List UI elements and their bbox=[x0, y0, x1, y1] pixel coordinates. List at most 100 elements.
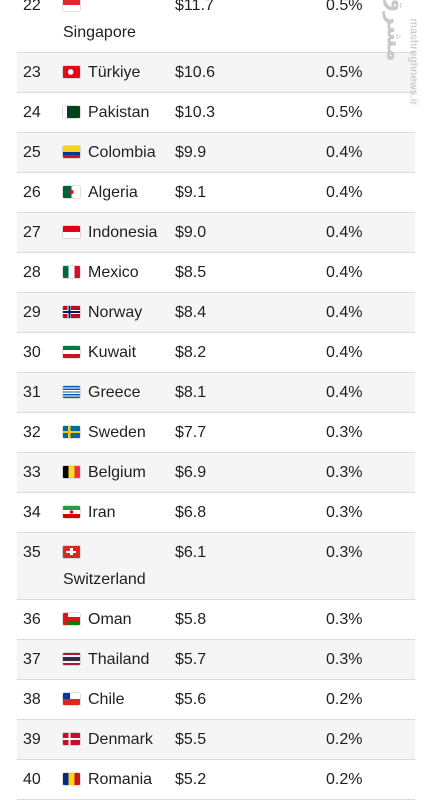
flag-om-icon bbox=[63, 613, 80, 625]
table-row: 33 Belgium $6.9 0.3% bbox=[17, 453, 415, 493]
value-cell: $10.6 bbox=[175, 64, 216, 81]
value-cell: $8.4 bbox=[175, 304, 207, 321]
table-row: 37 Thailand $5.7 0.3% bbox=[17, 640, 415, 680]
country-cell: Mexico bbox=[63, 263, 139, 283]
country-name: Belgium bbox=[88, 464, 146, 481]
rank-cell: 27 bbox=[23, 224, 41, 241]
country-cell: Denmark bbox=[63, 730, 153, 750]
country-cell: Oman bbox=[63, 610, 132, 630]
rank-cell: 39 bbox=[23, 731, 41, 748]
table-row: 29 Norway $8.4 0.4% bbox=[17, 293, 415, 333]
country-name: Pakistan bbox=[88, 104, 150, 121]
table-row: 34 Iran $6.8 0.3% bbox=[17, 493, 415, 533]
share-cell: 0.4% bbox=[326, 144, 363, 161]
watermark: مشرق mashreghnews.ir bbox=[382, 0, 427, 128]
flag-ch-icon bbox=[63, 546, 80, 558]
rank-cell: 33 bbox=[23, 464, 41, 481]
table-row: 36 Oman $5.8 0.3% bbox=[17, 600, 415, 640]
share-cell: 0.5% bbox=[326, 0, 363, 14]
flag-id-icon bbox=[63, 226, 80, 238]
rank-cell: 25 bbox=[23, 144, 41, 161]
country-cell: Türkiye bbox=[63, 63, 140, 83]
rank-cell: 32 bbox=[23, 424, 41, 441]
country-cell: Norway bbox=[63, 303, 142, 323]
share-cell: 0.5% bbox=[326, 104, 363, 121]
share-cell: 0.4% bbox=[326, 384, 363, 401]
flag-pk-icon bbox=[63, 106, 80, 118]
flag-ir-icon bbox=[63, 506, 80, 518]
rank-cell: 37 bbox=[23, 651, 41, 668]
flag-co-icon bbox=[63, 146, 80, 158]
flag-th-icon bbox=[63, 653, 80, 665]
watermark-logo: مشرق bbox=[382, 0, 408, 62]
table-row: 28 Mexico $8.5 0.4% bbox=[17, 253, 415, 293]
flag-dz-icon bbox=[63, 186, 80, 198]
country-name: Türkiye bbox=[88, 64, 141, 81]
watermark-site: mashreghnews.ir bbox=[407, 18, 420, 106]
value-cell: $7.7 bbox=[175, 424, 207, 441]
value-cell: $6.8 bbox=[175, 504, 207, 521]
value-cell: $5.5 bbox=[175, 731, 207, 748]
flag-dk-icon bbox=[63, 733, 80, 745]
value-cell: $6.9 bbox=[175, 464, 207, 481]
table-row: 35 Switzerland $6.1 0.3% bbox=[17, 533, 415, 600]
flag-cl-icon bbox=[63, 693, 80, 705]
value-cell: $5.7 bbox=[175, 651, 207, 668]
share-cell: 0.3% bbox=[326, 424, 363, 441]
rank-cell: 34 bbox=[23, 504, 41, 521]
flag-no-icon bbox=[63, 306, 80, 318]
value-cell: $9.9 bbox=[175, 144, 207, 161]
share-cell: 0.4% bbox=[326, 344, 363, 361]
rank-cell: 36 bbox=[23, 611, 41, 628]
country-cell: Switzerland bbox=[63, 543, 146, 590]
rank-cell: 22 bbox=[23, 0, 41, 14]
table-row: 26 Algeria $9.1 0.4% bbox=[17, 173, 415, 213]
table-row: 22 Singapore $11.7 0.5% bbox=[17, 0, 415, 53]
country-cell: Chile bbox=[63, 690, 124, 710]
table-row: 27 Indonesia $9.0 0.4% bbox=[17, 213, 415, 253]
share-cell: 0.2% bbox=[326, 691, 363, 708]
value-cell: $5.2 bbox=[175, 771, 207, 788]
rank-cell: 35 bbox=[23, 544, 41, 561]
country-cell: Greece bbox=[63, 383, 140, 403]
table-row: 30 Kuwait $8.2 0.4% bbox=[17, 333, 415, 373]
country-cell: Iran bbox=[63, 503, 116, 523]
country-name: Sweden bbox=[88, 424, 146, 441]
value-cell: $6.1 bbox=[175, 544, 207, 561]
country-name: Chile bbox=[88, 691, 125, 708]
table-row: 24 Pakistan $10.3 0.5% bbox=[17, 93, 415, 133]
flag-tr-icon bbox=[63, 66, 80, 78]
country-name: Colombia bbox=[88, 144, 156, 161]
country-cell: Pakistan bbox=[63, 103, 149, 123]
rank-cell: 40 bbox=[23, 771, 41, 788]
rank-cell: 31 bbox=[23, 384, 41, 401]
flag-ro-icon bbox=[63, 773, 80, 785]
value-cell: $5.8 bbox=[175, 611, 207, 628]
table-row: 23 Türkiye $10.6 0.5% bbox=[17, 53, 415, 93]
country-cell: Singapore bbox=[63, 0, 136, 43]
table-row: 39 Denmark $5.5 0.2% bbox=[17, 720, 415, 760]
flag-sg-icon bbox=[63, 0, 80, 11]
country-name: Mexico bbox=[88, 264, 139, 281]
share-cell: 0.3% bbox=[326, 611, 363, 628]
flag-se-icon bbox=[63, 426, 80, 438]
country-name: Romania bbox=[88, 771, 153, 788]
country-cell: Sweden bbox=[63, 423, 146, 443]
country-name: Singapore bbox=[63, 24, 136, 41]
share-cell: 0.2% bbox=[326, 771, 363, 788]
country-name: Greece bbox=[88, 384, 141, 401]
table-row: 31 Greece $8.1 0.4% bbox=[17, 373, 415, 413]
table-row: 32 Sweden $7.7 0.3% bbox=[17, 413, 415, 453]
country-cell: Colombia bbox=[63, 143, 156, 163]
share-cell: 0.4% bbox=[326, 184, 363, 201]
country-name: Norway bbox=[88, 304, 143, 321]
rank-cell: 38 bbox=[23, 691, 41, 708]
flag-kw-icon bbox=[63, 346, 80, 358]
table-row: 38 Chile $5.6 0.2% bbox=[17, 680, 415, 720]
country-name: Oman bbox=[88, 611, 132, 628]
country-name: Thailand bbox=[88, 651, 150, 668]
value-cell: $8.5 bbox=[175, 264, 207, 281]
country-name: Indonesia bbox=[88, 224, 158, 241]
country-cell: Thailand bbox=[63, 650, 149, 670]
rank-cell: 26 bbox=[23, 184, 41, 201]
